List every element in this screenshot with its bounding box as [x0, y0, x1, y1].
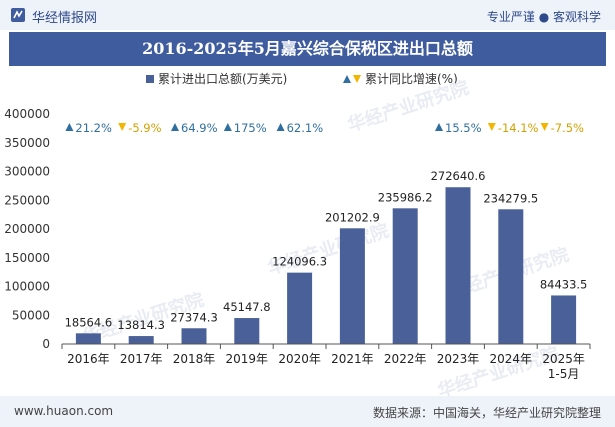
x-tick-label: 2021年	[331, 352, 374, 366]
y-tick-label: 300000	[4, 165, 50, 179]
bar	[551, 295, 577, 344]
y-tick-label: 150000	[4, 251, 50, 265]
growth-label: 175%	[234, 121, 267, 135]
bar-value-label: 27374.3	[170, 310, 218, 324]
brand-name: 华经情报网	[32, 11, 98, 26]
legend-bar-swatch	[146, 75, 154, 83]
x-tick-label: 2016年	[67, 352, 110, 366]
growth-up-triangle-icon	[276, 123, 285, 131]
bar-value-label: 201202.9	[325, 210, 380, 224]
x-tick-label: 2024年	[490, 352, 533, 366]
y-tick-label: 200000	[4, 222, 50, 236]
bar	[234, 318, 260, 344]
footer-source: 数据来源：中国海关，华经产业研究院整理	[372, 406, 601, 420]
bar	[128, 336, 154, 344]
growth-down-triangle-icon	[487, 123, 496, 131]
bar-value-label: 18564.6	[65, 315, 113, 329]
legend: 累计进出口总额(万美元) 累计同比增速(%)	[146, 72, 458, 86]
bar-value-label: 234279.5	[483, 191, 538, 205]
bar	[339, 228, 365, 344]
bar-value-label: 272640.6	[431, 169, 486, 183]
legend-up-triangle-icon	[343, 75, 351, 83]
x-tick-label: 2025年 1-5月	[542, 352, 585, 381]
growth-label: -5.9%	[128, 121, 161, 135]
growth-down-triangle-icon	[118, 123, 127, 131]
brand-tagline: 专业严谨 ● 客观科学	[486, 10, 601, 24]
growth-series: 21.2% -5.9% 64.9% 175% 62.1% 15.5% -14.1% -7.5%	[65, 121, 584, 135]
title-bar: 2016-2025年5月嘉兴综合保税区进出口总额	[9, 32, 606, 66]
legend-down-triangle-icon	[353, 75, 361, 83]
bar	[498, 209, 524, 344]
growth-up-triangle-icon	[65, 123, 74, 131]
bar-value-label: 13814.3	[117, 318, 165, 332]
x-tick-label: 2020年	[278, 352, 321, 366]
y-tick-label: 250000	[4, 193, 50, 207]
brand-logo-icon	[11, 8, 25, 22]
bar	[392, 208, 418, 344]
growth-label: -14.1%	[498, 121, 539, 135]
growth-label: 62.1%	[287, 121, 324, 135]
bar-value-label: 235986.2	[378, 190, 433, 204]
growth-up-triangle-icon	[223, 123, 232, 131]
legend-bar-label: 累计进出口总额(万美元)	[158, 72, 287, 86]
bar	[75, 333, 101, 344]
growth-label: 15.5%	[445, 121, 482, 135]
header-bar: 华经情报网 专业严谨 ● 客观科学	[0, 0, 615, 30]
x-tick-label: 2017年	[120, 352, 163, 366]
x-tick-label: 2023年	[437, 352, 480, 366]
watermark-text: 华经产业研究院	[435, 342, 562, 396]
x-tick-label: 2022年	[384, 352, 427, 366]
bar-value-label: 124096.3	[272, 255, 327, 269]
bar-series: 18564.6 13814.3 27374.3 45147.8 124096.3 2012…	[65, 169, 588, 344]
footer-bar: www.huaon.com 数据来源：中国海关，华经产业研究院整理	[0, 396, 615, 427]
bar	[287, 272, 313, 344]
y-tick-label: 350000	[4, 136, 50, 150]
bar-value-label: 84433.5	[540, 277, 588, 291]
bar	[181, 328, 207, 344]
chart-title: 2016-2025年5月嘉兴综合保税区进出口总额	[142, 39, 473, 58]
watermark-text: 华经产业研究院	[265, 219, 392, 279]
y-axis: 0 50000 100000 150000 200000 250000 300000 3500…	[4, 107, 50, 351]
bar-value-label: 45147.8	[223, 300, 271, 314]
growth-label: 64.9%	[181, 121, 218, 135]
x-axis: 2016年 2017年 2018年 2019年 2020年 2021年 2022年 2023年…	[61, 343, 591, 381]
y-tick-label: 400000	[4, 107, 50, 121]
x-tick-label: 2019年	[226, 352, 269, 366]
y-tick-label: 100000	[4, 280, 50, 294]
growth-up-triangle-icon	[435, 123, 443, 131]
y-tick-label: 50000	[12, 308, 50, 322]
growth-up-triangle-icon	[171, 123, 179, 131]
x-tick-label: 2018年	[173, 352, 216, 366]
growth-down-triangle-icon	[540, 123, 549, 131]
bar	[445, 187, 471, 344]
footer-url: www.huaon.com	[14, 404, 114, 418]
chart-svg: 累计进出口总额(万美元) 累计同比增速(%) 华经产业研究院华经产业研究院华经产…	[4, 72, 591, 396]
growth-label: -7.5%	[551, 121, 584, 135]
growth-label: 21.2%	[75, 121, 112, 135]
y-tick-label: 0	[42, 337, 50, 351]
legend-growth-label: 累计同比增速(%)	[365, 72, 458, 86]
